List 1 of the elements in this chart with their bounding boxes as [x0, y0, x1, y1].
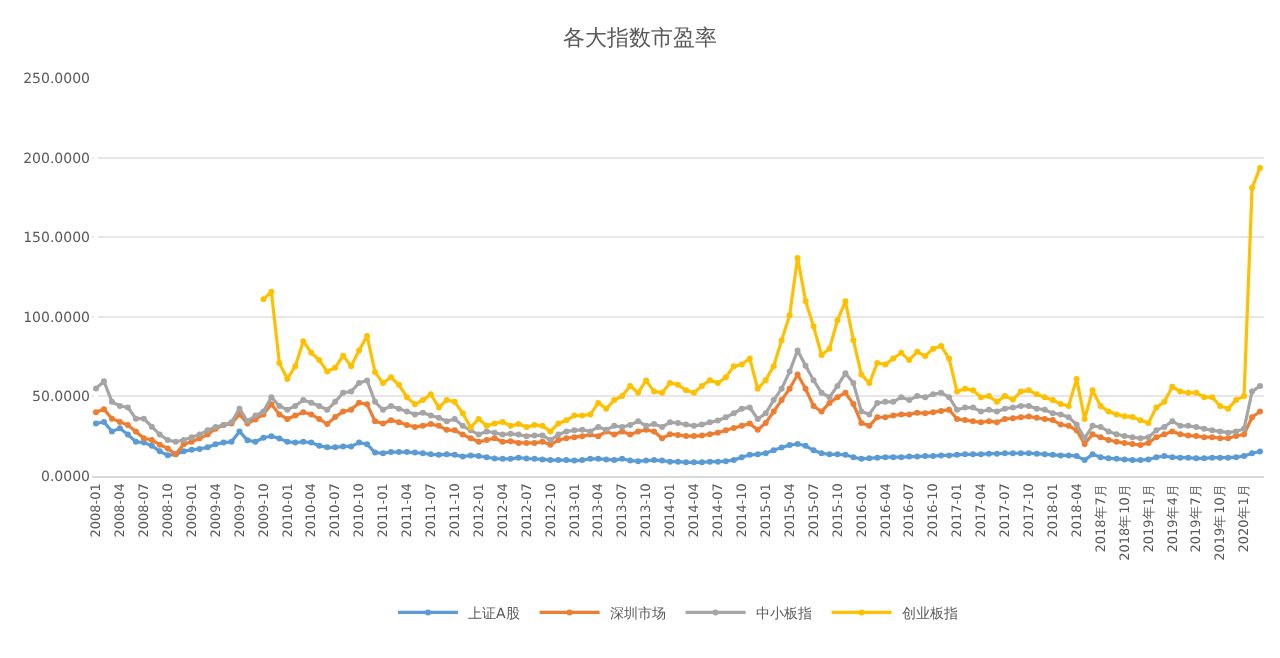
- chart-title: 各大指数市盈率: [563, 25, 717, 52]
